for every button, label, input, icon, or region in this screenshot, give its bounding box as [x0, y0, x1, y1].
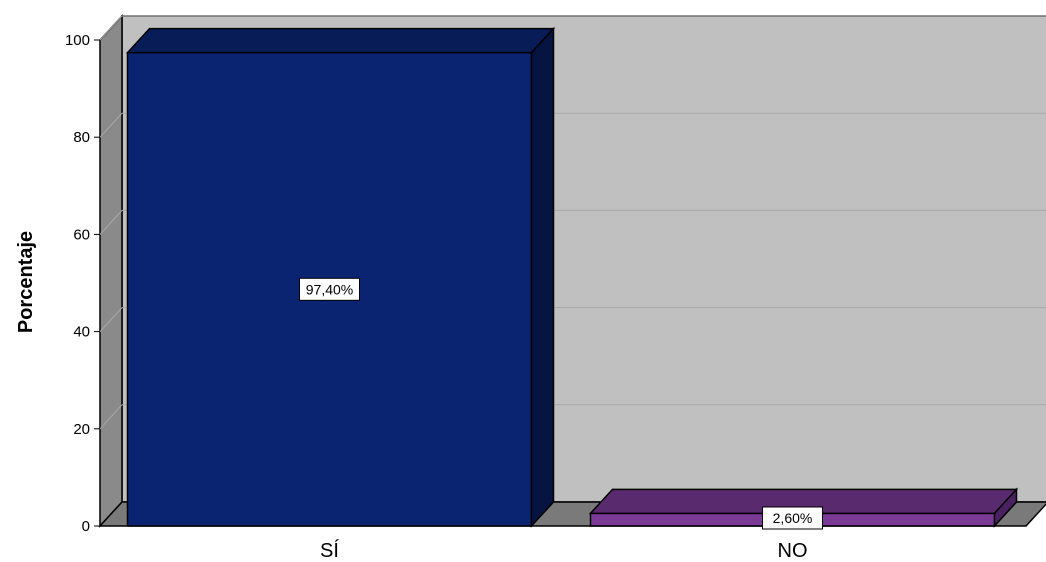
x-tick-label: NO — [778, 540, 808, 562]
gridline-side — [99, 210, 123, 235]
gridline-side — [99, 404, 123, 430]
bar-side — [530, 26, 555, 528]
data-label: 97,40% — [306, 281, 353, 297]
data-label: 2,60% — [773, 510, 813, 526]
y-tick-label: 0 — [82, 518, 90, 535]
y-tick-label: 100 — [65, 32, 90, 49]
left-wall — [99, 14, 123, 528]
bar-top — [125, 27, 556, 54]
bar-side — [993, 487, 1018, 528]
data-label-box — [299, 277, 360, 301]
x-tick-label: SÍ — [320, 539, 339, 562]
gridline-side — [99, 112, 123, 138]
y-tick-label: 40 — [73, 324, 90, 341]
x-axis: SÍ NO — [320, 539, 807, 562]
y-tick-label: 60 — [73, 226, 90, 243]
gridline-side — [99, 307, 123, 332]
bars: 97,40% 2,60% — [125, 26, 1019, 530]
y-axis-label: Porcentaje — [15, 231, 37, 333]
y-tick-label: 80 — [73, 129, 90, 146]
bar: 97,40% — [125, 26, 556, 528]
gridline-side — [99, 15, 123, 41]
data-label-box — [762, 506, 823, 530]
bar: 2,60% — [588, 487, 1019, 530]
y-axis: 0 20 40 60 80 100 — [65, 32, 100, 535]
y-tick-label: 20 — [73, 421, 90, 438]
